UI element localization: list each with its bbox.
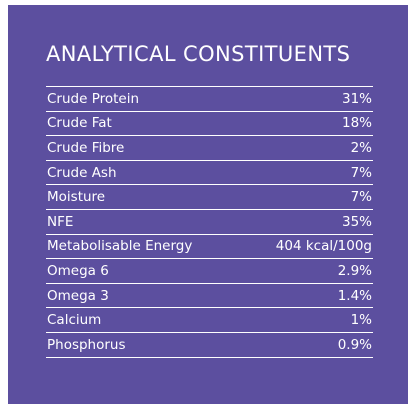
row-label: Crude Fat (47, 115, 112, 132)
row-value: 18% (341, 115, 372, 132)
table-row: Crude Fibre 2% (46, 136, 373, 161)
row-value: 1.4% (337, 287, 372, 304)
row-value: 404 kcal/100g (275, 238, 372, 255)
row-value: 7% (350, 164, 372, 181)
row-value: 7% (350, 189, 372, 206)
row-label: Phosphorus (47, 336, 126, 353)
table-row: Moisture 7% (46, 185, 373, 210)
row-label: Crude Ash (47, 164, 117, 181)
constituents-panel: ANALYTICAL CONSTITUENTS Crude Protein 31… (8, 5, 408, 404)
row-value: 1% (350, 312, 372, 329)
row-label: Omega 6 (47, 262, 109, 279)
row-value: 31% (341, 90, 372, 107)
table-row: Crude Protein 31% (46, 87, 373, 112)
row-label: Crude Protein (47, 90, 140, 107)
row-value: 2.9% (337, 262, 372, 279)
table-row: Omega 3 1.4% (46, 284, 373, 309)
row-label: NFE (47, 213, 74, 230)
row-value: 35% (341, 213, 372, 230)
row-label: Crude Fibre (47, 139, 125, 156)
table-row: Crude Ash 7% (46, 161, 373, 186)
table-row: NFE 35% (46, 210, 373, 235)
table-row: Phosphorus 0.9% (46, 333, 373, 358)
row-label: Calcium (47, 312, 102, 329)
row-value: 2% (350, 139, 372, 156)
row-value: 0.9% (337, 336, 372, 353)
row-label: Moisture (47, 189, 106, 206)
table-row: Omega 6 2.9% (46, 259, 373, 284)
row-label: Omega 3 (47, 287, 109, 304)
panel-title: ANALYTICAL CONSTITUENTS (46, 42, 351, 66)
table-row: Calcium 1% (46, 308, 373, 333)
row-label: Metabolisable Energy (47, 238, 193, 255)
constituents-table: Crude Protein 31% Crude Fat 18% Crude Fi… (46, 86, 373, 358)
table-row: Metabolisable Energy 404 kcal/100g (46, 235, 373, 260)
table-row: Crude Fat 18% (46, 112, 373, 137)
